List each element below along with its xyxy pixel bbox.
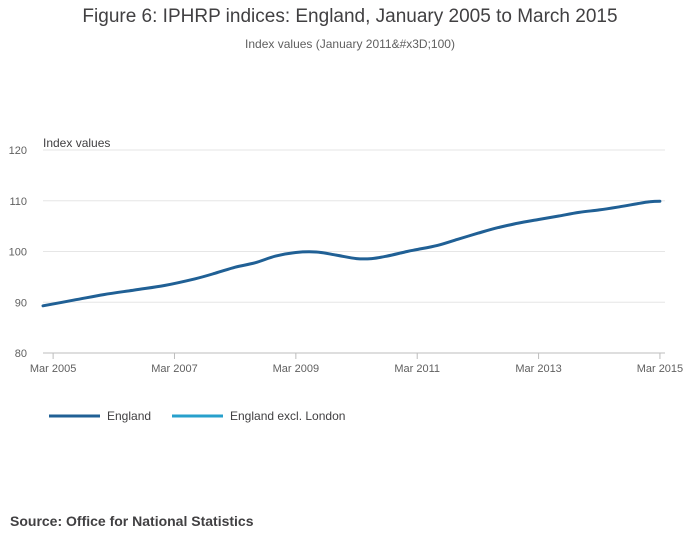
source-note: Source: Office for National Statistics: [10, 513, 254, 529]
y-tick-label: 90: [15, 297, 27, 309]
chart-title: Figure 6: IPHRP indices: England, Januar…: [82, 6, 618, 27]
legend-item[interactable]: England excl. London: [172, 409, 345, 423]
x-tick-label: Mar 2005: [30, 363, 76, 375]
y-axis: 80 90 100 110 120: [9, 145, 27, 360]
x-tick-label: Mar 2009: [273, 363, 319, 375]
x-tick-label: Mar 2011: [394, 363, 440, 375]
y-tick-label: 80: [15, 348, 27, 360]
legend[interactable]: England England excl. London: [49, 409, 345, 423]
y-tick-label: 100: [9, 247, 27, 259]
y-tick-label: 110: [9, 196, 27, 208]
legend-label: England: [107, 409, 151, 423]
legend-item[interactable]: England: [49, 409, 151, 423]
gridlines: [43, 149, 665, 354]
legend-label: England excl. London: [230, 409, 345, 423]
series: [41, 199, 662, 308]
x-tick-label: Mar 2007: [151, 363, 197, 375]
y-tick-label: 120: [9, 145, 27, 157]
series-line-england: [41, 199, 662, 308]
x-tick-label: Mar 2013: [515, 363, 561, 375]
chart-subtitle: Index values (January 2011&#x3D;100): [245, 37, 455, 51]
x-axis: Mar 2005 Mar 2007 Mar 2009 Mar 2011 Mar 2013…: [30, 353, 683, 375]
x-tick-label: Mar 2015: [637, 363, 683, 375]
y-axis-title: Index values: [43, 136, 110, 150]
